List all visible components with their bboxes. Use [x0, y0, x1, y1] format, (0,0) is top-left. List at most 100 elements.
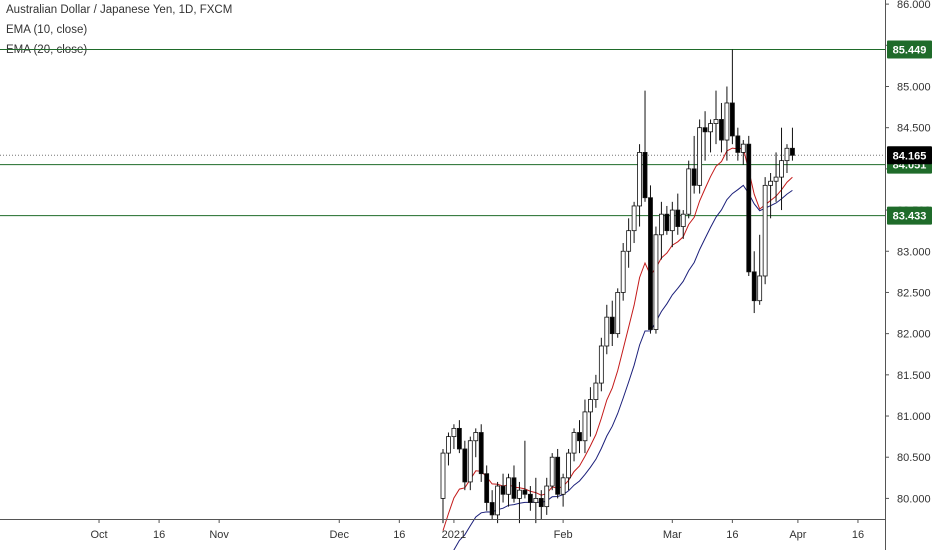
candle-body: [446, 436, 451, 454]
candle: [489, 490, 495, 519]
candle-body: [506, 477, 511, 495]
candle: [757, 234, 763, 305]
candle-body: [615, 292, 621, 335]
candle: [522, 440, 528, 499]
candle: [724, 86, 730, 161]
candle: [790, 127, 795, 161]
candle-body: [588, 399, 593, 413]
candle-body: [538, 498, 544, 508]
chart-legend: Australian Dollar / Japanese Yen, 1D, FX…: [6, 0, 232, 60]
candle-body: [708, 123, 713, 133]
candle-body: [626, 230, 632, 252]
candle-body: [549, 456, 555, 487]
candle: [779, 127, 784, 211]
candle: [713, 90, 719, 145]
x-tick-label: 16: [852, 529, 864, 541]
candle: [582, 399, 588, 454]
candle: [571, 428, 577, 462]
candle-body: [686, 168, 692, 215]
candle-body: [620, 250, 626, 293]
price-level-badge: [887, 40, 932, 59]
candle: [511, 465, 517, 503]
candle-body: [478, 432, 484, 475]
candle: [669, 201, 675, 248]
candles[interactable]: [440, 49, 795, 524]
candle-body: [489, 502, 495, 516]
candle-body: [527, 493, 533, 503]
candle-body: [779, 160, 784, 178]
candle-body: [757, 275, 763, 302]
candle-body: [653, 234, 659, 330]
candle: [751, 251, 757, 314]
candle-body: [577, 432, 582, 442]
price-level-badge-label: 85.449: [893, 45, 927, 57]
candle: [533, 477, 539, 524]
candle-body: [473, 432, 479, 442]
last-price-badge: [887, 146, 932, 165]
candle: [659, 201, 664, 260]
candle: [691, 135, 697, 194]
ema10-line: [442, 147, 793, 531]
candle: [456, 420, 462, 454]
candle-body: [729, 102, 735, 137]
candle-body: [702, 127, 708, 133]
x-tick-label: 16: [393, 529, 405, 541]
candle-body: [713, 119, 719, 124]
candle-body: [604, 316, 610, 347]
candle-body: [456, 427, 462, 450]
y-tick-label: 84.500: [897, 123, 931, 135]
candle-body: [724, 102, 730, 141]
candle: [664, 205, 670, 235]
candle-body: [768, 180, 773, 186]
candle: [517, 481, 522, 524]
candle: [680, 210, 686, 239]
candle: [467, 436, 473, 491]
y-tick-label: 82.500: [897, 287, 931, 299]
candle: [642, 90, 648, 202]
candle-body: [451, 427, 457, 438]
candle-body: [571, 432, 577, 454]
candle-body: [675, 209, 681, 227]
candle: [598, 337, 604, 392]
candle-body: [784, 147, 790, 162]
candle: [478, 424, 484, 482]
x-tick-label: 16: [153, 529, 165, 541]
candle-body: [500, 485, 506, 495]
candle: [495, 481, 501, 524]
candle: [446, 432, 451, 466]
last-price-badge-label: 84.165: [893, 150, 927, 162]
candle-body: [648, 197, 653, 330]
candle: [708, 119, 713, 153]
candle-body: [555, 456, 561, 495]
candle-body: [533, 498, 539, 503]
y-tick-label: 81.000: [897, 411, 931, 423]
candle-body: [719, 119, 724, 141]
y-tick-label: 83.000: [897, 246, 931, 258]
candle: [740, 140, 746, 165]
candle-body: [751, 271, 757, 302]
candle: [702, 111, 708, 161]
candle-body: [680, 213, 686, 227]
candle-body: [609, 316, 615, 335]
candle-body: [517, 489, 522, 499]
candle: [626, 218, 632, 268]
candle: [615, 288, 621, 338]
candle: [686, 160, 692, 219]
candle: [549, 453, 555, 491]
candle: [653, 226, 659, 334]
candle-body: [697, 127, 703, 186]
candle-body: [462, 448, 468, 483]
x-tick-label: 16: [726, 529, 738, 541]
candle-body: [746, 143, 752, 273]
candle: [746, 135, 752, 276]
candle: [577, 420, 582, 454]
candle-body: [495, 485, 501, 516]
candle: [538, 490, 544, 519]
candle-body: [642, 152, 648, 199]
candle-body: [484, 473, 490, 503]
y-tick-label: 80.000: [897, 493, 931, 505]
candle: [473, 428, 479, 458]
